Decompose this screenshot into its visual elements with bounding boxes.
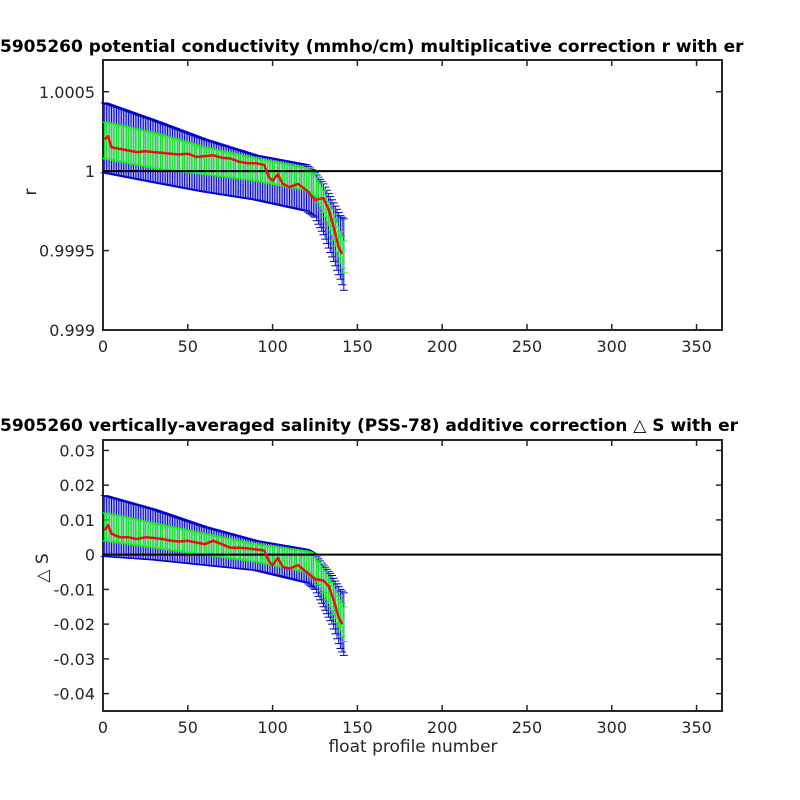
x-tick-label: 350 xyxy=(681,718,712,737)
x-tick-label: 200 xyxy=(427,337,458,356)
x-tick-label: 350 xyxy=(681,337,712,356)
x-tick-label: 200 xyxy=(427,718,458,737)
chart-title: 5905260 potential conductivity (mmho/cm)… xyxy=(0,37,744,57)
x-tick-label: 100 xyxy=(257,718,288,737)
x-tick-label: 250 xyxy=(512,337,543,356)
axes-box xyxy=(102,59,723,331)
x-tick-label: 300 xyxy=(596,718,627,737)
y-tick-label: -0.02 xyxy=(54,615,95,634)
axes-box xyxy=(102,439,723,712)
y-tick-label: 0.02 xyxy=(59,476,95,495)
conductivity-correction-panel: 5905260 potential conductivity (mmho/cm)… xyxy=(0,37,744,356)
y-tick-label: 1 xyxy=(85,162,95,181)
chart-title: 5905260 vertically-averaged salinity (PS… xyxy=(0,416,739,436)
x-axis-label: float profile number xyxy=(328,737,497,757)
y-tick-label: 0.9995 xyxy=(39,242,95,261)
x-tick-label: 150 xyxy=(342,337,373,356)
x-tick-label: 0 xyxy=(98,337,108,356)
y-axis-label: r xyxy=(21,189,41,196)
x-tick-label: 0 xyxy=(98,718,108,737)
salinity-correction-panel: 5905260 vertically-averaged salinity (PS… xyxy=(0,416,739,757)
y-axis-label: △ S xyxy=(33,553,53,582)
x-tick-label: 50 xyxy=(178,718,198,737)
y-tick-label: 0.999 xyxy=(49,321,95,340)
y-tick-label: -0.03 xyxy=(54,650,95,669)
mean-correction-line xyxy=(103,523,344,625)
y-tick-label: 0.03 xyxy=(59,441,95,460)
y-tick-label: 1.0005 xyxy=(39,83,95,102)
mean-correction-line xyxy=(103,134,344,255)
x-tick-label: 50 xyxy=(178,337,198,356)
x-tick-label: 150 xyxy=(342,718,373,737)
y-tick-label: 0.01 xyxy=(59,511,95,530)
x-tick-label: 300 xyxy=(596,337,627,356)
y-tick-label: -0.01 xyxy=(54,580,95,599)
y-tick-label: 0 xyxy=(85,546,95,565)
x-tick-label: 250 xyxy=(512,718,543,737)
x-tick-label: 100 xyxy=(257,337,288,356)
y-tick-label: -0.04 xyxy=(54,685,95,704)
